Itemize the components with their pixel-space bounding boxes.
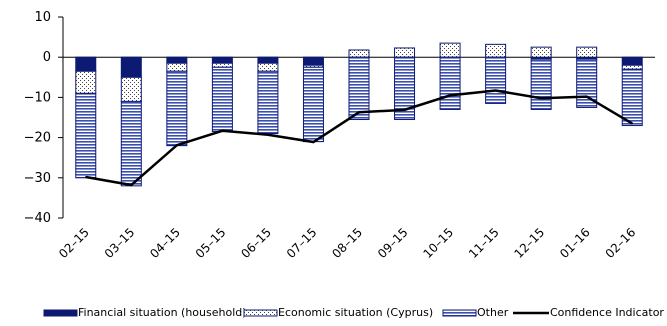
bar-financial-situation-household	[211, 56, 233, 64]
bar-economic-situation-cyprus	[394, 47, 416, 58]
y-tick-label: −40	[24, 211, 51, 226]
bar-other	[257, 70, 279, 135]
x-tick-label: 03–15	[102, 225, 138, 261]
bar-financial-situation-household	[302, 56, 324, 66]
line-point	[494, 89, 497, 92]
line-point	[449, 94, 451, 97]
bar-economic-situation-cyprus	[120, 76, 142, 102]
legend-label: Confidence Indicator	[550, 306, 664, 319]
bar-economic-situation-cyprus	[621, 64, 643, 70]
bar-other	[439, 56, 461, 110]
legend-swatch	[243, 309, 278, 317]
line-point	[403, 109, 406, 111]
legend-item-other: Other	[442, 306, 509, 319]
line-point	[267, 133, 269, 136]
legend-swatch	[442, 309, 477, 317]
x-tick-label: 05–15	[193, 225, 229, 261]
y-tick-label: 10	[34, 10, 51, 25]
legend-label: Financial situation (household)	[78, 306, 247, 319]
x-tick-label: 10–15	[420, 225, 456, 261]
bar-economic-situation-cyprus	[348, 49, 370, 58]
line-point	[540, 97, 542, 100]
line-point	[176, 144, 178, 147]
x-tick-label: 01–16	[557, 225, 593, 261]
legend: Financial situation (household) Economic …	[43, 306, 664, 319]
legend-item-economic-situation-cyprus: Economic situation (Cyprus)	[243, 306, 433, 319]
bar-economic-situation-cyprus	[257, 62, 279, 72]
bar-financial-situation-household	[621, 56, 643, 66]
legend-label: Economic situation (Cyprus)	[278, 306, 433, 319]
bar-other	[211, 66, 233, 133]
bar-other	[166, 70, 188, 147]
x-tick-label: 02–15	[56, 225, 92, 261]
bar-other	[302, 66, 324, 143]
bar-financial-situation-household	[120, 56, 142, 78]
x-tick-label: 04–15	[147, 225, 183, 261]
x-tick-label: 08–15	[329, 225, 365, 261]
x-tick-label: 02–16	[603, 225, 639, 261]
bar-financial-situation-household	[166, 56, 188, 64]
x-tick-label: 07–15	[284, 225, 320, 261]
line-point	[631, 122, 634, 125]
bar-other	[120, 100, 142, 187]
legend-item-confidence-indicator: Confidence Indicator	[513, 306, 664, 319]
confidence-line-layer	[84, 89, 634, 187]
y-tick-label: 0	[43, 50, 51, 65]
bar-other	[621, 68, 643, 127]
y-axis: 10 0 −10 −20 −30 −40	[24, 10, 64, 226]
bar-other	[348, 56, 370, 121]
bars	[75, 42, 643, 187]
line-point	[221, 129, 224, 132]
x-tick-label: 11–15	[466, 225, 502, 261]
x-tick-label: 06–15	[238, 225, 274, 261]
legend-item-financial-situation-household: Financial situation (household)	[43, 306, 247, 319]
bar-other	[394, 56, 416, 121]
bar-other	[530, 58, 552, 110]
line-point	[130, 184, 133, 186]
bar-economic-situation-cyprus	[530, 46, 552, 58]
bar-economic-situation-cyprus	[485, 43, 507, 58]
bar-economic-situation-cyprus	[166, 62, 188, 72]
legend-label: Other	[477, 306, 509, 319]
y-tick-label: −20	[24, 131, 51, 146]
x-tick-label: 09–15	[375, 225, 411, 261]
bar-other	[485, 56, 507, 104]
line-point	[312, 141, 315, 143]
line-point	[585, 95, 588, 98]
x-tick-label: 12–15	[512, 225, 548, 261]
line-point	[358, 111, 360, 114]
bar-other	[75, 92, 97, 179]
bar-financial-situation-household	[75, 56, 97, 72]
y-tick-label: −30	[24, 171, 51, 186]
legend-swatch	[43, 309, 78, 317]
line-point	[84, 176, 87, 178]
bar-economic-situation-cyprus	[211, 62, 233, 68]
bar-economic-situation-cyprus	[439, 42, 461, 58]
bar-economic-situation-cyprus	[576, 46, 598, 58]
bar-other	[576, 58, 598, 108]
bar-economic-situation-cyprus	[75, 70, 97, 94]
y-tick-label: −10	[24, 90, 51, 105]
bar-financial-situation-household	[257, 56, 279, 64]
